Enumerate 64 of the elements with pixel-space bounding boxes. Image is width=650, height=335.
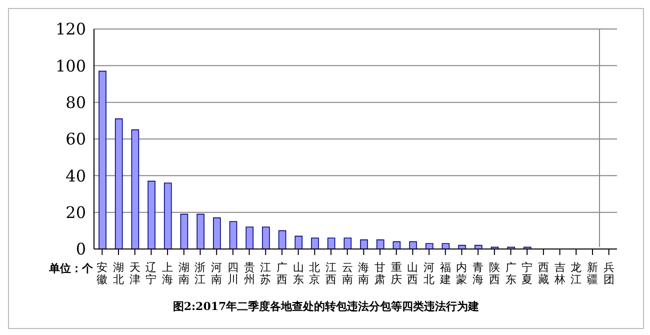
x-tick-label: 天津	[129, 261, 140, 286]
x-tick-label: 陕西	[488, 261, 500, 286]
bar	[196, 214, 204, 249]
x-tick-label: 江苏	[260, 261, 272, 286]
x-tick-label: 上海	[162, 261, 174, 286]
bar	[376, 239, 384, 249]
y-tick-label: 0	[76, 240, 86, 259]
text: 图2:2017年二季度各地查处的转包违法分包等四类违法行为建	[172, 299, 480, 314]
bar	[344, 238, 352, 249]
bar	[213, 217, 221, 249]
x-tick-label: 宁夏	[522, 261, 533, 286]
bar	[180, 214, 188, 249]
y-tick-label: 20	[66, 203, 86, 222]
y-tick-label: 100	[55, 56, 86, 76]
x-tick-label: 广东	[505, 261, 516, 286]
bar	[114, 118, 123, 249]
bar	[262, 226, 270, 249]
y-tick-label: 120	[55, 20, 86, 39]
x-tick-label: 北京	[309, 261, 320, 286]
x-tick-label: 新疆	[586, 261, 598, 286]
x-tick-label: 吉林	[553, 261, 566, 286]
x-tick-label: 青海	[472, 261, 484, 286]
bar	[148, 180, 156, 249]
x-tick-label: 湖南	[178, 261, 190, 286]
x-tick-label: 甘肃	[374, 261, 386, 286]
y-tick-label: 80	[66, 93, 86, 112]
x-tick-label: 贵州	[244, 261, 255, 286]
bar	[164, 182, 172, 249]
bar	[327, 238, 336, 249]
x-tick-label: 辽宁	[146, 261, 157, 286]
x-tick-label: 西藏	[538, 261, 549, 286]
bar	[360, 239, 368, 249]
x-tick-label: 安徽	[96, 261, 108, 286]
bar	[442, 243, 450, 249]
x-tick-label: 广西	[276, 261, 288, 286]
bar	[474, 244, 482, 249]
bar	[229, 221, 238, 249]
bar	[409, 241, 417, 249]
x-tick-label: 福建	[438, 261, 451, 286]
y-tick-label: 40	[66, 166, 86, 186]
text: 单位：个	[49, 261, 93, 276]
bar	[458, 244, 466, 249]
x-tick-label: 四川	[227, 261, 238, 286]
y-tick-label: 60	[66, 130, 86, 149]
bar	[311, 238, 319, 249]
x-tick-label: 重庆	[390, 261, 402, 286]
bar	[131, 129, 140, 249]
x-tick-label: 山东	[292, 261, 304, 286]
bar	[425, 243, 434, 249]
bar	[246, 226, 254, 249]
x-tick-label: 河南	[211, 261, 222, 286]
x-tick-label: 山西	[407, 261, 418, 286]
x-tick-label: 浙江	[194, 261, 206, 286]
bar	[294, 236, 303, 249]
x-tick-label: 龙江	[570, 261, 582, 286]
x-tick-label: 湖北	[113, 261, 124, 286]
bar	[278, 230, 286, 249]
x-tick-label: 云南	[342, 261, 353, 286]
x-tick-label: 河北	[424, 261, 435, 286]
x-tick-label: 内蒙	[456, 261, 468, 286]
x-tick-label: 江西	[325, 261, 336, 286]
bar	[98, 70, 106, 249]
x-tick-label: 海南	[358, 261, 370, 286]
x-tick-label: 兵团	[603, 261, 614, 286]
